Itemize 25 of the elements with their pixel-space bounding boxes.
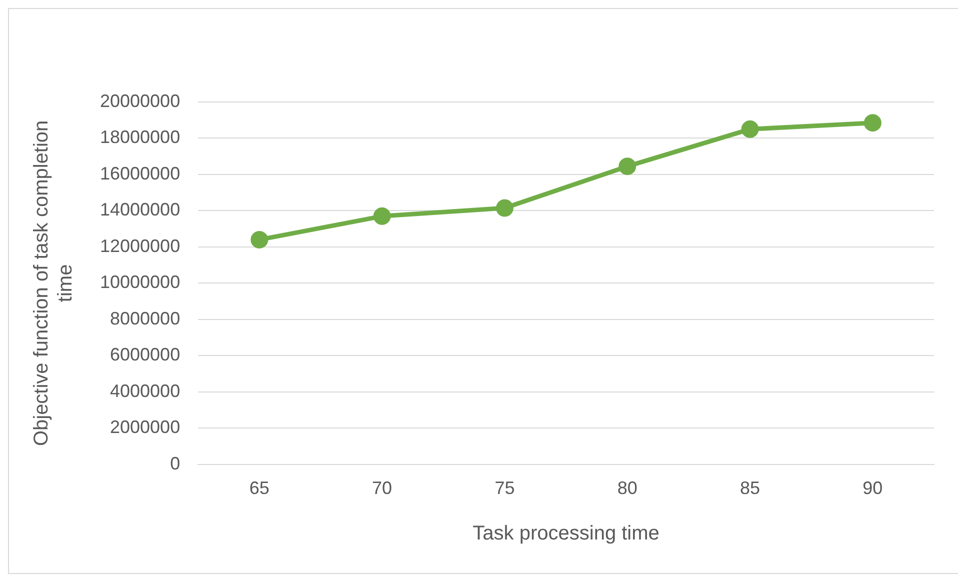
point — [618, 158, 636, 176]
y-tick-label: 0 — [170, 453, 180, 474]
point — [496, 199, 514, 217]
x-axis-title: Task processing time — [472, 522, 660, 545]
y-tick-label: 6000000 — [110, 344, 180, 365]
x-tick-label: 90 — [862, 478, 883, 498]
point — [741, 120, 759, 138]
y-axis-title: Objective function of task completion time — [30, 120, 77, 446]
point — [864, 114, 882, 132]
y-tick-label: 20000000 — [100, 90, 180, 111]
point — [250, 230, 268, 248]
y-tick-label: 4000000 — [110, 380, 180, 401]
y-tick-label: 10000000 — [100, 272, 180, 292]
x-tick-label: 85 — [740, 478, 760, 498]
y-tick-label: 18000000 — [100, 127, 180, 148]
x-tick-label: 65 — [249, 478, 270, 498]
x-tick-label: 70 — [372, 478, 392, 498]
x-tick-label: 75 — [494, 478, 515, 498]
y-tick-label: 2000000 — [110, 417, 180, 438]
y-tick-label: 8000000 — [110, 308, 180, 328]
y-tick-label: 16000000 — [100, 163, 180, 184]
y-tick-label: 14000000 — [100, 200, 180, 220]
y-tick-label: 12000000 — [100, 236, 180, 256]
point — [373, 207, 391, 225]
x-tick-label: 80 — [617, 478, 638, 498]
